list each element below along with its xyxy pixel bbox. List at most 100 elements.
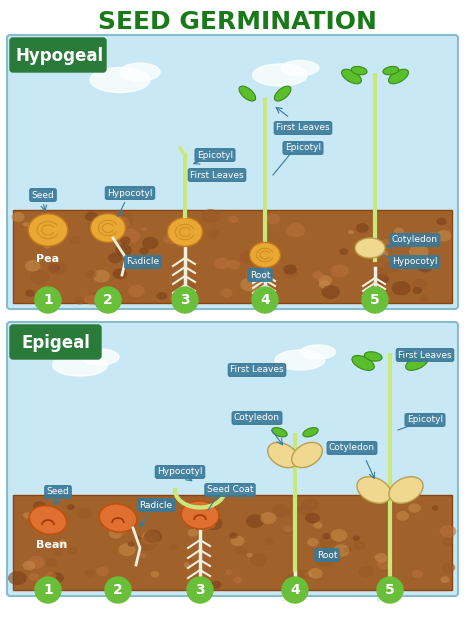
- Ellipse shape: [427, 232, 440, 242]
- Ellipse shape: [23, 222, 29, 227]
- Text: First Leaves: First Leaves: [230, 366, 284, 374]
- Ellipse shape: [53, 354, 108, 376]
- Ellipse shape: [265, 214, 280, 224]
- Text: 5: 5: [385, 583, 395, 597]
- Ellipse shape: [394, 227, 404, 235]
- Ellipse shape: [111, 216, 129, 230]
- Circle shape: [282, 577, 308, 603]
- Ellipse shape: [167, 217, 202, 247]
- Text: 4: 4: [290, 583, 300, 597]
- Ellipse shape: [164, 234, 177, 244]
- Ellipse shape: [246, 514, 264, 528]
- Ellipse shape: [246, 269, 261, 280]
- Ellipse shape: [315, 553, 335, 568]
- Ellipse shape: [25, 260, 40, 272]
- Text: First Leaves: First Leaves: [398, 351, 452, 359]
- Ellipse shape: [225, 569, 233, 575]
- Ellipse shape: [23, 512, 31, 518]
- Ellipse shape: [441, 563, 456, 573]
- Ellipse shape: [348, 230, 354, 234]
- Text: Seed Coat: Seed Coat: [207, 485, 253, 495]
- Ellipse shape: [120, 63, 160, 81]
- Text: Bean: Bean: [36, 540, 67, 550]
- Ellipse shape: [191, 553, 202, 562]
- Text: Pea: Pea: [36, 254, 59, 264]
- Ellipse shape: [296, 569, 310, 579]
- Text: Cotyledon: Cotyledon: [329, 444, 375, 452]
- Ellipse shape: [412, 287, 422, 294]
- Ellipse shape: [396, 511, 409, 521]
- Ellipse shape: [177, 280, 196, 295]
- Bar: [13, 495, 452, 590]
- Text: Epicotyl: Epicotyl: [197, 151, 233, 159]
- Ellipse shape: [85, 212, 98, 221]
- Ellipse shape: [54, 549, 63, 556]
- Ellipse shape: [141, 227, 147, 232]
- Ellipse shape: [406, 254, 419, 264]
- Ellipse shape: [144, 530, 162, 543]
- Ellipse shape: [352, 356, 374, 370]
- Ellipse shape: [199, 522, 210, 530]
- Text: First Leaves: First Leaves: [190, 171, 244, 179]
- Ellipse shape: [353, 536, 360, 541]
- Circle shape: [172, 287, 198, 313]
- Ellipse shape: [351, 67, 367, 75]
- Circle shape: [377, 577, 403, 603]
- Ellipse shape: [272, 427, 287, 437]
- Ellipse shape: [58, 541, 67, 547]
- Circle shape: [35, 577, 61, 603]
- Ellipse shape: [201, 209, 220, 223]
- Ellipse shape: [128, 541, 135, 547]
- Text: Root: Root: [250, 270, 270, 280]
- Ellipse shape: [142, 531, 160, 545]
- Text: 2: 2: [113, 583, 123, 597]
- Ellipse shape: [307, 538, 319, 546]
- Ellipse shape: [283, 264, 297, 275]
- Ellipse shape: [305, 571, 312, 577]
- Ellipse shape: [45, 572, 56, 581]
- Text: 3: 3: [195, 583, 205, 597]
- Ellipse shape: [229, 216, 238, 223]
- Ellipse shape: [118, 543, 136, 556]
- Ellipse shape: [308, 568, 323, 579]
- Ellipse shape: [205, 521, 215, 529]
- Ellipse shape: [187, 553, 206, 567]
- Ellipse shape: [392, 281, 411, 295]
- Ellipse shape: [208, 229, 219, 238]
- Text: 1: 1: [43, 293, 53, 307]
- Ellipse shape: [286, 574, 294, 580]
- Ellipse shape: [139, 247, 149, 255]
- Ellipse shape: [388, 584, 395, 589]
- Text: SEED GERMINATION: SEED GERMINATION: [98, 10, 376, 34]
- Ellipse shape: [58, 540, 67, 547]
- Ellipse shape: [94, 217, 105, 226]
- Ellipse shape: [48, 515, 65, 528]
- Ellipse shape: [49, 573, 64, 584]
- Ellipse shape: [253, 64, 308, 86]
- Text: Seed: Seed: [46, 488, 69, 497]
- Circle shape: [105, 577, 131, 603]
- Ellipse shape: [412, 570, 423, 578]
- Circle shape: [95, 287, 121, 313]
- Ellipse shape: [301, 345, 336, 359]
- Text: Epicotyl: Epicotyl: [407, 416, 443, 424]
- Ellipse shape: [273, 504, 291, 517]
- Text: 4: 4: [260, 293, 270, 307]
- Ellipse shape: [246, 553, 253, 558]
- Ellipse shape: [91, 214, 126, 242]
- FancyBboxPatch shape: [7, 35, 458, 309]
- Ellipse shape: [284, 269, 298, 278]
- Text: Radicle: Radicle: [139, 500, 173, 510]
- Ellipse shape: [389, 477, 423, 503]
- Ellipse shape: [233, 577, 242, 584]
- Ellipse shape: [150, 571, 159, 578]
- Circle shape: [362, 287, 388, 313]
- Ellipse shape: [363, 239, 370, 244]
- Text: Cotyledon: Cotyledon: [392, 235, 438, 244]
- Text: Seed: Seed: [32, 191, 55, 199]
- Text: Hypogeal: Hypogeal: [16, 47, 104, 65]
- Ellipse shape: [181, 501, 219, 529]
- Ellipse shape: [344, 547, 351, 553]
- Ellipse shape: [113, 525, 127, 535]
- Ellipse shape: [333, 545, 350, 557]
